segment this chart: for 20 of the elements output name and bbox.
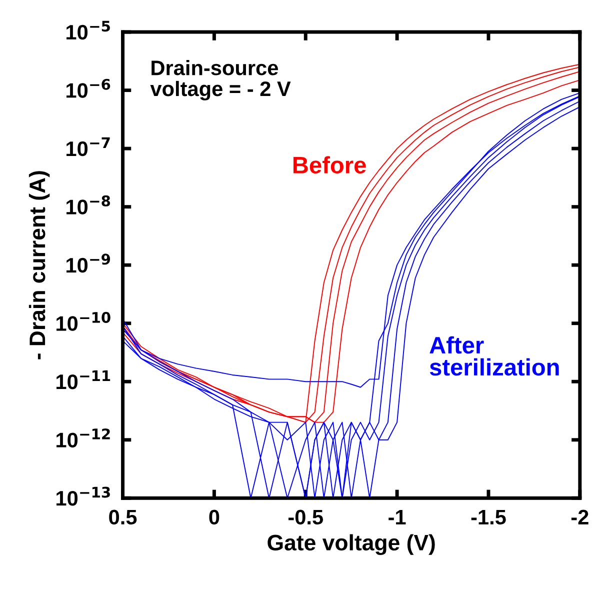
x-tick-label: 0.5 [109, 510, 137, 525]
y-tick-label: 10$^{−11}$ [56, 370, 110, 390]
x-axis-title: Gate voltage (V) [268, 534, 435, 556]
y-axis-title: - Drain current (A) [28, 171, 50, 360]
y-tick-label: 10$^{−13}$ [56, 486, 110, 506]
y-tick-label: 10$^{−12}$ [56, 428, 110, 448]
y-tick-label: 10$^{−7}$ [66, 137, 110, 156]
y-tick-label: 10$^{−8}$ [66, 195, 110, 214]
y-tick-label: 10$^{−6}$ [66, 78, 110, 98]
y-tick-label: 10$^{−5}$ [66, 20, 110, 40]
y-tick-label: 10$^{−9}$ [66, 254, 110, 273]
x-tick-label: 0 [209, 510, 220, 525]
x-tick-label: -1 [388, 510, 406, 524]
series-label: After sterilization [430, 336, 559, 376]
annotation: Drain-source voltage = - 2 V [150, 60, 291, 100]
x-tick-label: -1.5 [471, 510, 506, 525]
x-tick-label: -2 [571, 510, 588, 524]
x-tick-label: -0.5 [288, 510, 323, 525]
y-tick-label: 10$^{−10}$ [56, 312, 110, 331]
series-label: Before [293, 156, 366, 174]
